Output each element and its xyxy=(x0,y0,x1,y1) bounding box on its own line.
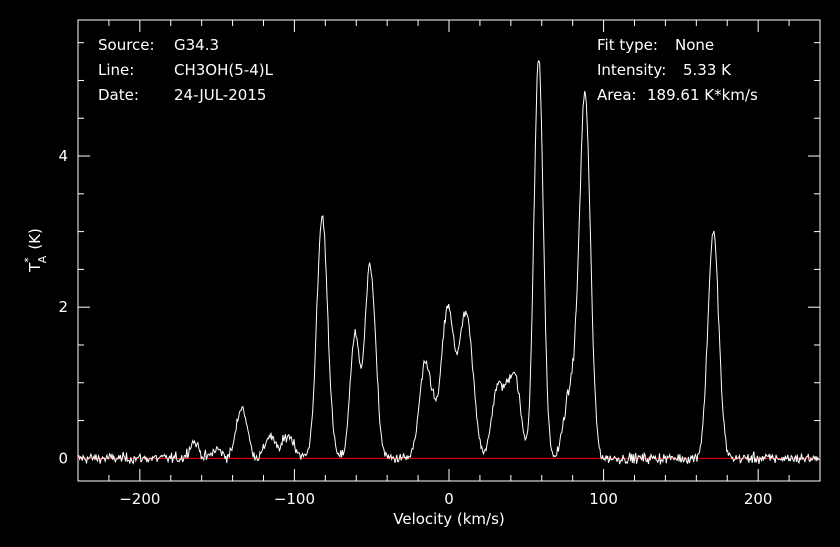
x-axis-ticks: −200 −100 0 100 200 xyxy=(77,20,821,508)
x-tick-label: 200 xyxy=(744,490,773,508)
info-fit-type-key: Fit type: xyxy=(597,36,658,54)
info-date-key: Date: xyxy=(98,86,139,104)
info-date-value: 24-JUL-2015 xyxy=(174,86,266,104)
y-axis-label-sub: A xyxy=(36,255,49,263)
y-axis-label: T*A (K) xyxy=(22,228,49,273)
info-left: Source: G34.3 Line: CH3OH(5-4)L Date: 24… xyxy=(98,36,274,104)
info-intensity-key: Intensity: xyxy=(597,61,666,79)
info-fit-type-value: None xyxy=(675,36,714,54)
info-right: Fit type: None Intensity: 5.33 K Area: 1… xyxy=(597,36,758,104)
x-tick-label: 0 xyxy=(444,490,454,508)
info-area-value: 189.61 K*km/s xyxy=(647,86,758,104)
svg-text:T*A(K): T*A (K) xyxy=(22,228,49,273)
info-area-key: Area: xyxy=(597,86,637,104)
info-source-key: Source: xyxy=(98,36,155,54)
x-tick-label: −200 xyxy=(119,490,160,508)
x-axis-label: Velocity (km/s) xyxy=(393,510,504,528)
x-tick-label: 100 xyxy=(589,490,618,508)
spectrum-series-line xyxy=(77,59,820,465)
y-tick-label: 0 xyxy=(58,449,68,467)
y-axis-label-sup: * xyxy=(22,257,35,263)
y-axis-label-main: T xyxy=(26,262,44,273)
x-tick-label: −100 xyxy=(274,490,315,508)
info-intensity-value: 5.33 K xyxy=(683,61,732,79)
info-line-key: Line: xyxy=(98,61,134,79)
y-tick-label: 2 xyxy=(58,298,68,316)
y-axis-label-unit: (K) xyxy=(26,228,44,250)
y-tick-label: 4 xyxy=(58,147,68,165)
info-source-value: G34.3 xyxy=(174,36,219,54)
info-line-value: CH3OH(5-4)L xyxy=(174,61,274,79)
